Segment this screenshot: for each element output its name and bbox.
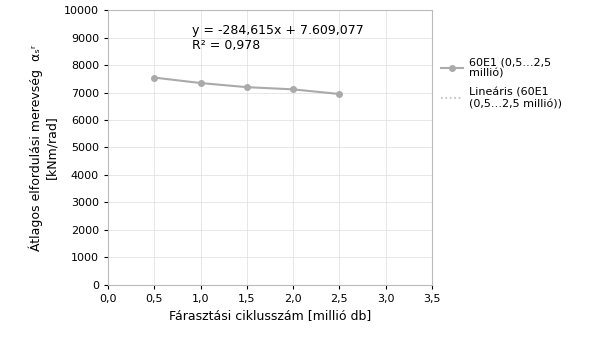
60E1 (0,5…2,5
millió) <box>336 92 343 96</box>
Legend: 60E1 (0,5…2,5
millió), Lineáris (60E1
(0,5…2,5 millió)): 60E1 (0,5…2,5 millió), Lineáris (60E1 (0… <box>441 57 562 109</box>
Y-axis label: Átlagos elfordulási merevség  αₛʳ
[kNm/rad]: Átlagos elfordulási merevség αₛʳ [kNm/ra… <box>29 44 58 251</box>
60E1 (0,5…2,5
millió) <box>290 87 297 92</box>
60E1 (0,5…2,5
millió) <box>197 81 204 85</box>
Line: 60E1 (0,5…2,5
millió): 60E1 (0,5…2,5 millió) <box>152 75 342 97</box>
60E1 (0,5…2,5
millió) <box>151 76 158 80</box>
X-axis label: Fárasztási ciklusszám [millió db]: Fárasztási ciklusszám [millió db] <box>169 309 371 322</box>
Text: y = -284,615x + 7.609,077
R² = 0,978: y = -284,615x + 7.609,077 R² = 0,978 <box>192 24 364 52</box>
60E1 (0,5…2,5
millió) <box>243 85 250 89</box>
